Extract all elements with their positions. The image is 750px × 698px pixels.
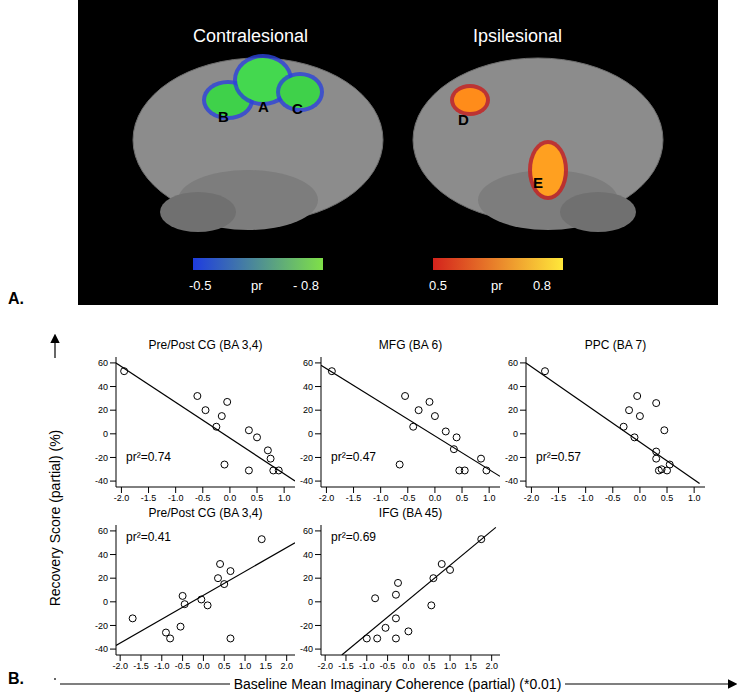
svg-text:40: 40	[303, 382, 313, 392]
svg-text:0: 0	[103, 429, 108, 439]
svg-text:0.5: 0.5	[456, 493, 469, 503]
svg-text:0.0: 0.0	[634, 493, 647, 503]
svg-text:-0.5: -0.5	[400, 493, 416, 503]
svg-text:1.5: 1.5	[465, 661, 478, 671]
svg-text:-2.0: -2.0	[112, 661, 128, 671]
svg-text:60: 60	[98, 358, 108, 368]
svg-text:0.5: 0.5	[661, 493, 674, 503]
svg-text:D: D	[458, 111, 469, 128]
svg-text:-20: -20	[95, 621, 108, 631]
svg-text:40: 40	[303, 550, 313, 560]
svg-text:-20: -20	[300, 621, 313, 631]
svg-text:-1.0: -1.0	[373, 493, 389, 503]
svg-text:E: E	[533, 174, 543, 191]
html-text:PPC (BA 7): PPC (BA 7)	[584, 338, 647, 352]
svg-text:-1.5: -1.5	[338, 661, 354, 671]
html-text:pr²=0.57: pr²=0.57	[536, 450, 581, 464]
svg-text:pr: pr	[491, 278, 503, 293]
html-text:Pre/Post CG (BA 3,4): Pre/Post CG (BA 3,4)	[148, 506, 263, 520]
svg-text:-20: -20	[300, 453, 313, 463]
svg-text:- 0.8: - 0.8	[293, 278, 319, 293]
svg-text:1.0: 1.0	[278, 493, 291, 503]
html-text:Baseline Mean Imaginary Cohere: Baseline Mean Imaginary Coherence (parti…	[233, 676, 562, 692]
html-text:MFG (BA 6): MFG (BA 6)	[378, 338, 443, 352]
svg-text:-40: -40	[95, 476, 108, 486]
svg-text:pr: pr	[251, 278, 263, 293]
svg-text:-1.0: -1.0	[578, 493, 594, 503]
svg-text:60: 60	[98, 526, 108, 536]
html-text:Pre/Post CG (BA 3,4): Pre/Post CG (BA 3,4)	[148, 338, 263, 352]
html-text:pr²=0.47: pr²=0.47	[331, 450, 376, 464]
svg-text:2.0: 2.0	[485, 661, 498, 671]
html-text:pr²=0.74: pr²=0.74	[126, 450, 171, 464]
svg-text:-40: -40	[505, 476, 518, 486]
svg-text:-0.5: -0.5	[380, 661, 396, 671]
svg-text:40: 40	[508, 382, 518, 392]
html-text:Recovery Score (partial) (%): Recovery Score (partial) (%)	[47, 429, 63, 607]
svg-text:0.0: 0.0	[429, 493, 442, 503]
svg-text:1.0: 1.0	[239, 661, 252, 671]
svg-text:-1.5: -1.5	[346, 493, 362, 503]
svg-text:0.5: 0.5	[429, 278, 447, 293]
svg-text:-2.0: -2.0	[524, 493, 540, 503]
svg-text:1.0: 1.0	[444, 661, 457, 671]
svg-text:-2.0: -2.0	[114, 493, 130, 503]
svg-text:1.0: 1.0	[688, 493, 701, 503]
svg-text:-1.0: -1.0	[359, 661, 375, 671]
svg-text:-1.5: -1.5	[133, 661, 149, 671]
svg-text:60: 60	[303, 358, 313, 368]
svg-text:Contralesional: Contralesional	[193, 26, 308, 46]
svg-text:-0.5: -0.5	[605, 493, 621, 503]
svg-text:60: 60	[508, 358, 518, 368]
svg-text:-40: -40	[300, 644, 313, 654]
svg-text:0.0: 0.0	[224, 493, 237, 503]
svg-text:0.5: 0.5	[423, 661, 436, 671]
svg-text:-2.0: -2.0	[319, 493, 335, 503]
svg-text:A: A	[258, 98, 269, 115]
svg-text:20: 20	[98, 405, 108, 415]
svg-text:20: 20	[303, 573, 313, 583]
svg-text:-40: -40	[95, 644, 108, 654]
svg-text:20: 20	[303, 405, 313, 415]
html-text:IFG (BA 45): IFG (BA 45)	[378, 506, 443, 520]
svg-text:0: 0	[308, 597, 313, 607]
svg-text:-20: -20	[95, 453, 108, 463]
svg-text:0.0: 0.0	[197, 661, 210, 671]
svg-text:0.5: 0.5	[251, 493, 264, 503]
svg-text:-20: -20	[505, 453, 518, 463]
html-text:pr²=0.41: pr²=0.41	[126, 530, 171, 544]
svg-text:60: 60	[303, 526, 313, 536]
svg-text:0: 0	[308, 429, 313, 439]
svg-text:0: 0	[103, 597, 108, 607]
html-text:A.: A.	[8, 290, 24, 307]
html-text:pr²=0.69: pr²=0.69	[331, 530, 376, 544]
svg-text:-1.5: -1.5	[141, 493, 157, 503]
svg-text:-2.0: -2.0	[317, 661, 333, 671]
svg-text:-0.5: -0.5	[189, 278, 211, 293]
html-text:B.: B.	[8, 670, 24, 687]
svg-text:0.8: 0.8	[533, 278, 551, 293]
svg-text:C: C	[292, 100, 303, 117]
svg-text:40: 40	[98, 550, 108, 560]
svg-text:-1.5: -1.5	[551, 493, 567, 503]
svg-text:40: 40	[98, 382, 108, 392]
svg-text:-40: -40	[300, 476, 313, 486]
svg-text:20: 20	[98, 573, 108, 583]
svg-text:-1.0: -1.0	[168, 493, 184, 503]
svg-text:1.5: 1.5	[260, 661, 273, 671]
svg-text:0: 0	[513, 429, 518, 439]
svg-text:B: B	[218, 108, 229, 125]
svg-text:2.0: 2.0	[280, 661, 293, 671]
svg-text:20: 20	[508, 405, 518, 415]
svg-text:1.0: 1.0	[483, 493, 496, 503]
svg-text:-1.0: -1.0	[154, 661, 170, 671]
svg-text:-0.5: -0.5	[195, 493, 211, 503]
svg-text:0.5: 0.5	[218, 661, 231, 671]
svg-text:-0.5: -0.5	[175, 661, 191, 671]
svg-text:Ipsilesional: Ipsilesional	[473, 26, 562, 46]
svg-text:0.0: 0.0	[402, 661, 415, 671]
